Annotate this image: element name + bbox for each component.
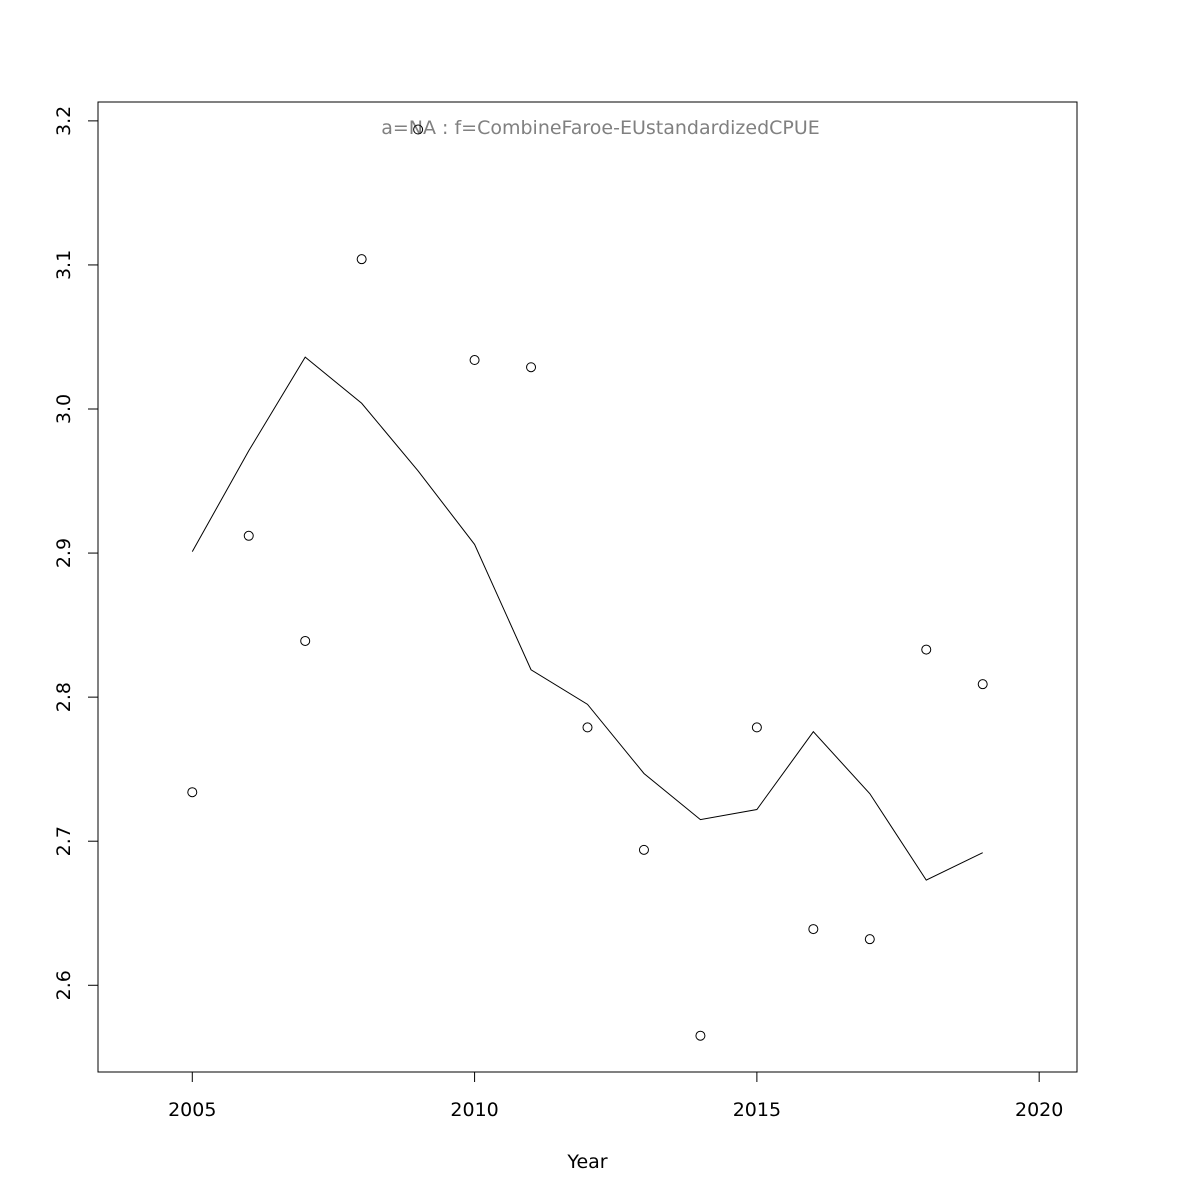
data-point [413,124,424,135]
fitted-line-series [191,356,983,881]
data-point [469,355,480,366]
observed-points-series [187,124,988,1041]
y-tick-label: 2.9 [53,538,75,568]
plot-annotation: a=NA : f=CombineFaroe-EUstandardizedCPUE [381,117,820,139]
y-tick-label: 3.0 [53,394,75,424]
x-tick-label: 2005 [168,1099,216,1121]
series-line-path [191,356,983,881]
data-point [526,362,537,373]
x-axis-title: Year [566,1151,607,1173]
data-point [356,254,367,265]
data-point [808,924,819,935]
x-axis: 2005 2010 2015 2020 [168,1071,1063,1121]
data-point [977,679,988,690]
data-point [864,934,875,945]
y-tick-label: 2.6 [53,970,75,1000]
data-point [582,722,593,733]
data-point [243,530,254,541]
plot-frame [97,101,1078,1073]
x-tick-label: 2020 [1015,1099,1063,1121]
y-tick-label: 3.2 [53,106,75,136]
x-tick-label: 2015 [733,1099,781,1121]
data-point [921,644,932,655]
y-tick-label: 3.1 [53,250,75,280]
data-point [300,635,311,646]
data-point [187,787,198,798]
y-tick-label: 2.7 [53,826,75,856]
x-tick-label: 2010 [450,1099,498,1121]
y-axis: 2.6 2.7 2.8 2.9 3.0 3.1 3.2 [53,106,99,1000]
data-point [751,722,762,733]
y-tick-label: 2.8 [53,682,75,712]
data-point [695,1030,706,1041]
data-point [638,844,649,855]
